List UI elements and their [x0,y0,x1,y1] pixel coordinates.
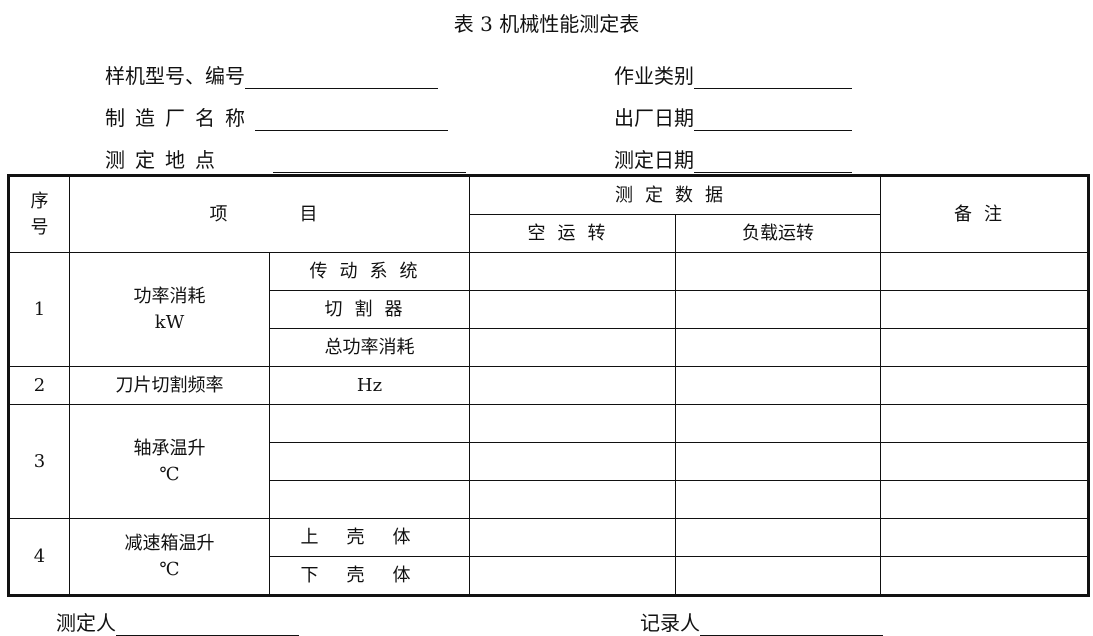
test-date-field: 测定日期 [614,144,852,173]
cell-remark[interactable] [880,556,1089,596]
row-item: 功率消耗 kW [69,252,270,367]
header-seq: 序号 [8,175,70,253]
row-sub: 切割器 [269,290,470,329]
row-sub: 传动系统 [269,252,470,291]
row-no: 2 [8,366,70,405]
test-date-input-line[interactable] [694,152,852,173]
cell-load[interactable] [675,556,881,596]
header-idle: 空运转 [469,214,676,253]
page-title: 表 3 机械性能测定表 [453,12,640,36]
cell-idle[interactable] [469,328,676,367]
tester-field: 测定人 [56,607,299,636]
work-type-field: 作业类别 [614,60,852,89]
cell-idle[interactable] [469,290,676,329]
factory-date-label: 出厂日期 [614,106,694,130]
performance-table: 序号 项 目 测定数据 备注 空运转 负载运转 1 功率消耗 kW 传动系统 切割… [7,174,1090,597]
cell-idle[interactable] [469,518,676,557]
location-field: 测定地点 [105,144,466,173]
row-sub: 上壳体 [269,518,470,557]
row-item: 减速箱温升 ℃ [69,518,270,596]
factory-date-field: 出厂日期 [614,102,852,131]
row-sub[interactable] [269,480,470,519]
cell-load[interactable] [675,404,881,443]
cell-idle[interactable] [469,366,676,405]
table-row: 2 刀片切割频率 Hz [8,366,1089,405]
row-item: 刀片切割频率 [69,366,270,405]
row-no: 1 [8,252,70,367]
model-label: 样机型号、编号 [105,64,245,88]
header-item: 项 目 [69,175,470,253]
cell-load[interactable] [675,366,881,405]
header-load: 负载运转 [675,214,881,253]
row-sub: 下壳体 [269,556,470,596]
header-remark: 备注 [880,175,1089,253]
work-type-input-line[interactable] [694,68,852,89]
row-sub: 总功率消耗 [269,328,470,367]
cell-remark[interactable] [880,518,1089,557]
tester-input-line[interactable] [116,615,299,636]
cell-idle[interactable] [469,556,676,596]
cell-load[interactable] [675,328,881,367]
cell-idle[interactable] [469,442,676,481]
cell-remark[interactable] [880,290,1089,329]
cell-load[interactable] [675,480,881,519]
cell-load[interactable] [675,290,881,329]
work-type-label: 作业类别 [614,64,694,88]
recorder-input-line[interactable] [700,615,883,636]
cell-remark[interactable] [880,366,1089,405]
factory-date-input-line[interactable] [694,110,852,131]
table-row: 下壳体 [9,556,1089,596]
model-input-line[interactable] [245,68,438,89]
manufacturer-field: 制造厂名称 [105,102,448,131]
cell-idle[interactable] [469,252,676,291]
cell-remark[interactable] [880,328,1089,367]
row-item: 轴承温升 ℃ [69,404,270,519]
cell-remark[interactable] [880,442,1089,481]
header-data: 测定数据 [469,175,881,215]
row-sub[interactable] [269,442,470,481]
location-label: 测定地点 [105,148,225,172]
cell-remark[interactable] [880,404,1089,443]
cell-idle[interactable] [469,480,676,519]
manufacturer-input-line[interactable] [255,110,448,131]
row-no: 3 [8,404,70,519]
model-field: 样机型号、编号 [105,60,438,89]
table-row [9,480,1089,519]
row-unit: Hz [269,366,470,405]
cell-remark[interactable] [880,480,1089,519]
manufacturer-label: 制造厂名称 [105,106,255,130]
table-row: 总功率消耗 [9,328,1089,367]
table-row: 3 轴承温升 ℃ [8,404,1089,519]
cell-load[interactable] [675,442,881,481]
location-input-line[interactable] [273,152,466,173]
tester-label: 测定人 [56,611,116,635]
row-sub[interactable] [269,404,470,443]
cell-remark[interactable] [880,252,1089,291]
test-date-label: 测定日期 [614,148,694,172]
recorder-label: 记录人 [640,611,700,635]
recorder-field: 记录人 [640,607,883,636]
row-no: 4 [8,518,70,596]
cell-load[interactable] [675,252,881,291]
table-row: 1 功率消耗 kW 传动系统 [8,252,1089,367]
cell-load[interactable] [675,518,881,557]
cell-idle[interactable] [469,404,676,443]
table-row: 4 减速箱温升 ℃ 上壳体 [8,518,1089,596]
